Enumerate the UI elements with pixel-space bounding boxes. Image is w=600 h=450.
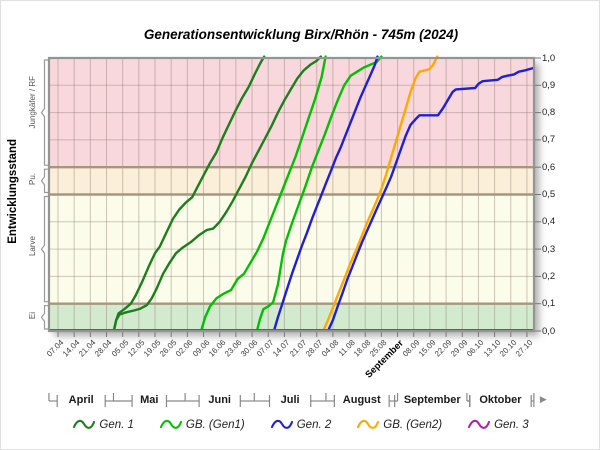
y-value-label: 0,1 <box>542 298 556 310</box>
band-Larve <box>49 194 534 304</box>
curve-GB. (Gen1) (Linie a) <box>199 55 327 331</box>
month-label: Juni <box>208 394 231 406</box>
legend-label: GB. (Gen2) <box>383 418 443 431</box>
legend-label: Gen. 2 <box>296 418 332 431</box>
month-label: Juli <box>280 394 300 406</box>
y-value-label: 1,0 <box>542 52 556 64</box>
band-bracket <box>40 168 49 194</box>
curve-Gen. 2 (Linie a) <box>272 55 379 331</box>
legend-label: Gen. 1 <box>99 418 134 431</box>
band-bracket <box>40 59 49 166</box>
month-label: April <box>68 394 94 406</box>
legend-item[interactable]: Gen. 1 <box>73 417 134 432</box>
y-value-label: 0,8 <box>542 107 556 119</box>
chart-title: Generationsentwicklung Birx/Rhön - 745m … <box>143 27 459 42</box>
band-bracket <box>40 195 49 303</box>
legend-item[interactable]: Gen. 3 <box>468 417 529 432</box>
month-label: August <box>342 394 381 406</box>
legend-curve-icon <box>468 419 491 429</box>
band-Jungkäfer / RF <box>49 58 534 168</box>
legend-item[interactable]: GB. (Gen2) <box>357 417 442 432</box>
month-label: September <box>403 394 461 406</box>
stage-label-Jungkäfer / RF: Jungkäfer / RF <box>28 76 37 129</box>
curve-Gen. 1 (Linie a) <box>112 55 266 331</box>
y-value-label: 0,5 <box>542 189 556 200</box>
legend-item[interactable]: GB. (Gen1) <box>159 417 245 432</box>
y-value-label: 0,3 <box>542 243 556 255</box>
stage-label-Ei: Ei <box>28 312 37 320</box>
stage-label-Larve: Larve <box>28 236 37 257</box>
curve-Gen. 2 (Linie b) <box>326 66 534 331</box>
y-value-label: 0,6 <box>542 161 556 173</box>
y-value-label: 0,2 <box>542 270 556 282</box>
legend-label: Gen. 3 <box>494 418 529 431</box>
band-Ei <box>49 303 534 331</box>
legend: Gen. 1 GB. (Gen1) Gen. 2 GB. (Gen2) Gen. 3 <box>1 417 599 432</box>
y-value-label: 0,7 <box>542 134 556 146</box>
legend-curve-icon <box>270 419 293 429</box>
y-value-label: 0,0 <box>542 325 556 337</box>
legend-curve-icon <box>73 419 96 429</box>
plot-frame <box>47 56 536 333</box>
legend-label: GB. (Gen1) <box>185 418 245 431</box>
month-label: Oktober <box>479 394 522 406</box>
legend-curve-icon <box>357 419 380 429</box>
curve-GB. (Gen1) (Linie b) <box>255 55 383 331</box>
month-label: Mai <box>140 394 159 406</box>
y-value-label: 0,9 <box>542 79 556 91</box>
band-bracket <box>40 305 49 330</box>
curve-GB. (Gen2) <box>322 55 439 331</box>
stage-label-Pu.: Pu. <box>28 173 37 186</box>
curve-Gen. 1 (Linie b) <box>112 55 322 331</box>
next-period-arrow-icon[interactable]: ▶ <box>539 394 547 404</box>
legend-curve-icon <box>159 419 182 429</box>
legend-item[interactable]: Gen. 2 <box>270 417 332 432</box>
band-Pu. <box>49 167 534 195</box>
y-value-label: 0,4 <box>542 216 556 228</box>
